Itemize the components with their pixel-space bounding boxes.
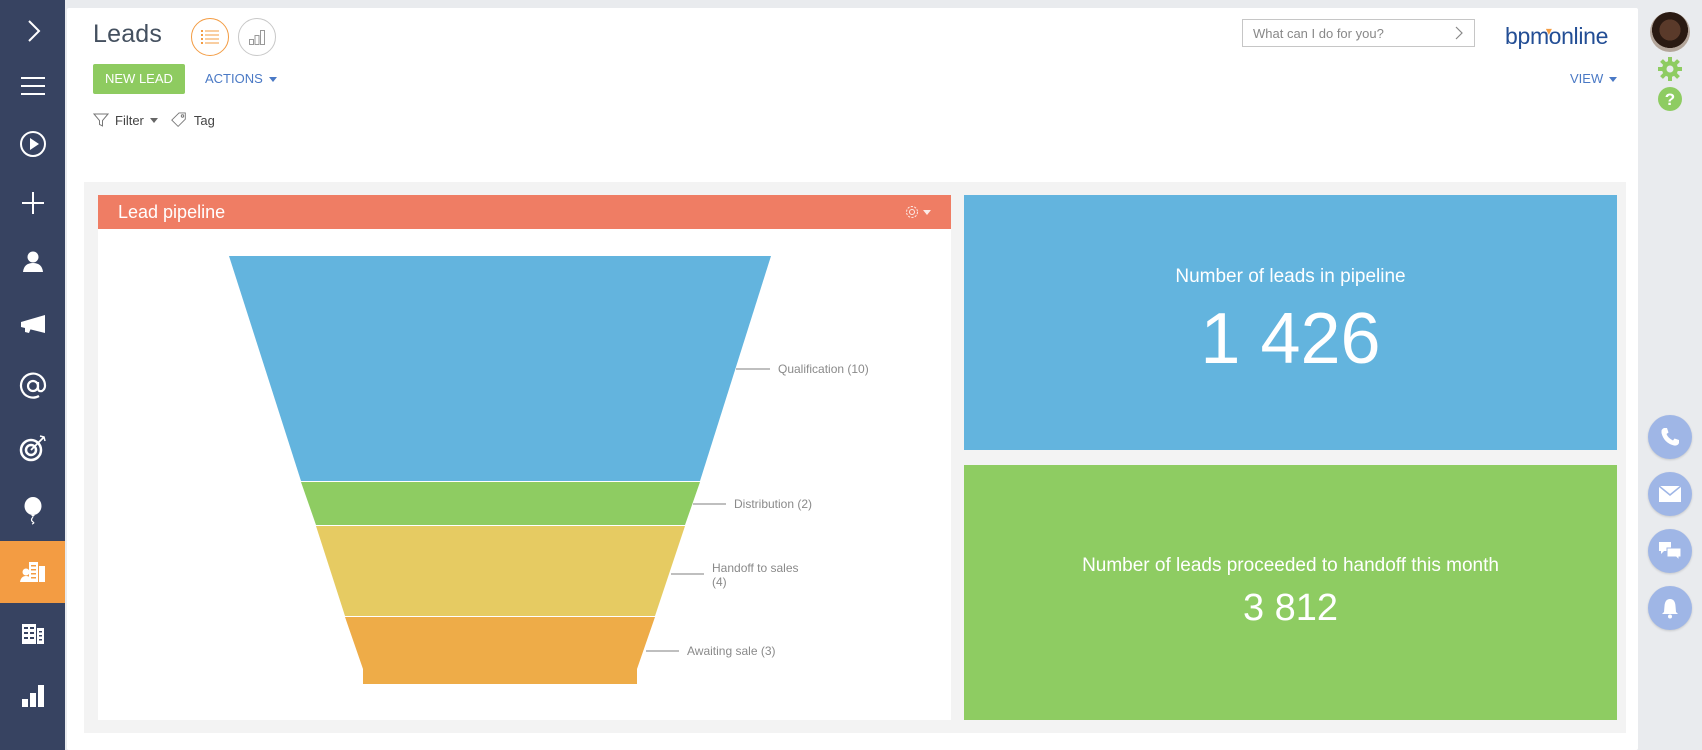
bar-chart-icon [21,685,44,707]
filter-label: Filter [115,112,144,128]
lead-building-icon [19,562,45,582]
phone-icon [1661,428,1679,446]
phone-button[interactable] [1648,415,1692,459]
play-circle-icon [19,131,46,157]
funnel-label-handoff-count: (4) [712,575,727,589]
caret-down-icon [1609,76,1618,82]
caret-down-icon [923,209,931,215]
widget-header: Lead pipeline [98,195,951,229]
gear-icon [906,206,918,218]
tag-icon [171,112,186,128]
funnel-segment-awaiting[interactable] [345,617,655,684]
kpi-value: 3 812 [1242,587,1339,629]
funnel-label-distribution: Distribution (2) [734,497,812,511]
sidebar-item-add[interactable] [0,172,65,234]
kpi-label: Number of leads in pipeline [1175,265,1406,287]
sidebar-item-marketing[interactable] [0,293,65,355]
tag-button[interactable]: Tag [170,112,215,128]
right-panel: ? [1638,0,1702,750]
funnel-label-qualification: Qualification (10) [778,362,869,376]
logo-accent: ▾ [1545,24,1552,39]
sidebar-item-campaigns[interactable] [0,417,65,479]
new-lead-button[interactable]: NEW LEAD [93,64,185,94]
funnel-segment-distribution[interactable] [301,482,700,525]
sidebar-item-contacts[interactable] [0,231,65,293]
filter-bar: Filter Tag [93,112,215,128]
caret-down-icon [149,117,158,123]
sidebar-menu-button[interactable] [0,55,65,117]
lead-pipeline-widget: Lead pipeline Qualification (10 [98,195,951,720]
funnel-segment-qualification[interactable] [229,256,771,481]
bell-icon [1662,599,1678,619]
building-icon [21,624,44,644]
view-label: VIEW [1570,71,1604,86]
kpi-value: 1 426 [1200,298,1381,379]
sidebar-item-leads[interactable] [0,541,65,603]
at-sign-icon [19,372,46,399]
envelope-icon [1659,486,1681,502]
funnel-label-awaiting: Awaiting sale (3) [687,644,776,658]
list-view-button[interactable] [191,18,229,56]
chevron-right-icon [27,20,40,42]
user-avatar[interactable] [1650,12,1690,52]
chevron-right-icon[interactable] [1454,26,1464,40]
kpi-leads-handoff-month[interactable]: Number of leads proceeded to handoff thi… [964,465,1617,720]
sidebar [0,0,65,750]
sidebar-expand-button[interactable] [0,0,65,62]
target-icon [19,435,46,462]
funnel-filter-icon [93,113,109,127]
sidebar-item-events[interactable] [0,479,65,541]
kpi-leads-in-pipeline[interactable]: Number of leads in pipeline 1 426 [964,195,1617,450]
command-search-box[interactable] [1242,19,1475,47]
main-content: Leads NEW LEAD ACTIONS VIEW Filter Tag b… [67,8,1638,750]
funnel-label-handoff: Handoff to sales [712,561,799,575]
analytics-view-button[interactable] [238,18,276,56]
dashboard-area: Lead pipeline Qualification (10 [84,182,1626,733]
hamburger-icon [20,77,45,95]
person-icon [22,251,43,272]
bpmonline-logo: bpm▾online [1505,23,1608,50]
list-icon [201,30,219,44]
feed-button[interactable] [1648,529,1692,573]
filter-button[interactable]: Filter [93,112,158,128]
help-icon[interactable]: ? [1657,86,1683,112]
actions-dropdown[interactable]: ACTIONS [205,64,277,94]
sidebar-item-accounts[interactable] [0,603,65,665]
plus-icon [21,192,44,214]
view-dropdown[interactable]: VIEW [1570,64,1618,94]
funnel-segment-handoff[interactable] [316,526,685,616]
logo-text-left: bpm [1505,23,1549,49]
bar-chart-outline-icon [249,30,265,45]
caret-down-icon [268,76,277,82]
sidebar-item-email[interactable] [0,355,65,417]
balloon-icon [24,497,41,525]
page-title: Leads [93,20,163,48]
megaphone-icon [20,315,45,333]
gear-icon[interactable] [1657,56,1683,82]
notifications-button[interactable] [1648,586,1692,630]
funnel-chart: Qualification (10) Distribution (2) Hand… [229,256,869,684]
tag-label: Tag [193,112,215,128]
widget-title: Lead pipeline [118,201,226,222]
svg-text:?: ? [1665,90,1675,109]
command-search-input[interactable] [1253,25,1454,41]
chat-bubbles-icon [1659,542,1682,562]
sidebar-item-analytics[interactable] [0,665,65,727]
kpi-label: Number of leads proceeded to handoff thi… [1082,555,1499,576]
logo-text-right: online [1548,23,1609,49]
sidebar-item-processes[interactable] [0,113,65,175]
widget-settings-button[interactable] [904,204,931,220]
actions-label: ACTIONS [205,71,263,86]
email-button[interactable] [1648,472,1692,516]
